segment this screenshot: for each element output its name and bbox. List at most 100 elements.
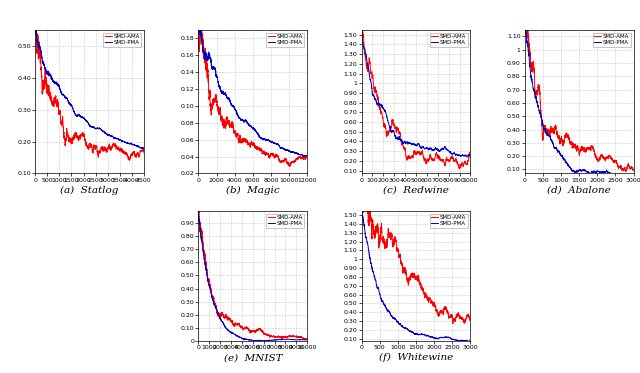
Line: SMD-PMA: SMD-PMA xyxy=(362,35,470,157)
SMD-AMA xyxy=(195,210,203,214)
X-axis label: (b)  Magic: (b) Magic xyxy=(226,185,280,194)
SMD-AMA xyxy=(195,207,202,211)
SMD-AMA xyxy=(303,337,311,341)
SMD-AMA xyxy=(533,92,541,97)
SMD-PMA xyxy=(540,127,548,131)
SMD-AMA xyxy=(622,169,630,173)
Line: SMD-PMA: SMD-PMA xyxy=(362,211,470,342)
Line: SMD-PMA: SMD-PMA xyxy=(198,211,307,341)
SMD-AMA xyxy=(199,241,207,245)
X-axis label: (f)  Whitewine: (f) Whitewine xyxy=(379,353,453,362)
SMD-PMA xyxy=(130,142,138,147)
SMD-PMA xyxy=(443,147,451,151)
SMD-AMA xyxy=(298,335,305,339)
SMD-AMA xyxy=(195,20,202,25)
SMD-PMA xyxy=(195,209,202,213)
SMD-PMA xyxy=(249,338,257,343)
SMD-AMA xyxy=(369,72,377,77)
SMD-AMA xyxy=(465,313,472,317)
Line: SMD-PMA: SMD-PMA xyxy=(198,22,307,156)
SMD-AMA xyxy=(250,142,258,147)
SMD-AMA xyxy=(211,97,218,102)
SMD-AMA xyxy=(370,229,378,233)
SMD-PMA xyxy=(223,93,230,98)
Legend: SMD-AMA, SMD-PMA: SMD-AMA, SMD-PMA xyxy=(103,32,141,47)
SMD-PMA xyxy=(140,146,148,151)
SMD-PMA xyxy=(73,114,81,118)
SMD-PMA xyxy=(250,127,258,131)
SMD-AMA xyxy=(358,26,365,30)
SMD-PMA xyxy=(195,20,203,24)
SMD-PMA xyxy=(628,174,636,179)
Line: SMD-PMA: SMD-PMA xyxy=(35,28,144,148)
SMD-PMA xyxy=(445,148,452,153)
SMD-AMA xyxy=(449,322,457,326)
SMD-PMA xyxy=(252,129,259,133)
SMD-AMA xyxy=(200,51,208,56)
X-axis label: (e)  MNIST: (e) MNIST xyxy=(223,353,282,362)
SMD-AMA xyxy=(467,317,474,321)
Line: SMD-AMA: SMD-AMA xyxy=(362,27,470,169)
SMD-PMA xyxy=(406,141,413,145)
SMD-AMA xyxy=(303,154,311,159)
SMD-AMA xyxy=(130,150,138,154)
Line: SMD-PMA: SMD-PMA xyxy=(525,28,634,177)
SMD-AMA xyxy=(433,153,440,157)
Legend: SMD-AMA, SMD-PMA: SMD-AMA, SMD-PMA xyxy=(266,32,305,47)
SMD-AMA xyxy=(568,141,575,145)
SMD-PMA xyxy=(369,92,376,96)
SMD-AMA xyxy=(521,20,529,25)
SMD-AMA xyxy=(358,25,365,29)
SMD-PMA xyxy=(201,261,209,266)
SMD-AMA xyxy=(223,116,230,121)
SMD-PMA xyxy=(630,174,637,178)
SMD-PMA xyxy=(465,339,472,344)
SMD-PMA xyxy=(452,338,460,342)
Legend: SMD-AMA, SMD-PMA: SMD-AMA, SMD-PMA xyxy=(429,213,468,228)
SMD-PMA xyxy=(433,147,440,152)
SMD-PMA xyxy=(616,174,623,178)
SMD-PMA xyxy=(200,51,208,55)
SMD-AMA xyxy=(540,131,548,135)
SMD-AMA xyxy=(125,158,133,162)
SMD-AMA xyxy=(404,277,412,282)
SMD-AMA xyxy=(134,152,142,156)
SMD-PMA xyxy=(521,28,529,32)
Line: SMD-AMA: SMD-AMA xyxy=(525,22,634,171)
SMD-AMA xyxy=(399,267,407,272)
SMD-PMA xyxy=(134,144,142,148)
Line: SMD-AMA: SMD-AMA xyxy=(35,21,144,160)
SMD-PMA xyxy=(404,328,412,332)
SMD-AMA xyxy=(358,202,365,206)
SMD-PMA xyxy=(465,339,472,344)
SMD-PMA xyxy=(99,129,107,134)
SMD-AMA xyxy=(377,231,385,235)
SMD-PMA xyxy=(521,25,529,30)
SMD-PMA xyxy=(303,338,311,342)
SMD-AMA xyxy=(402,151,410,156)
SMD-AMA xyxy=(630,168,637,173)
SMD-PMA xyxy=(358,209,365,213)
SMD-AMA xyxy=(285,164,293,169)
SMD-PMA xyxy=(298,338,305,342)
SMD-AMA xyxy=(467,151,474,156)
SMD-PMA xyxy=(467,153,474,157)
SMD-AMA xyxy=(195,202,202,206)
SMD-AMA xyxy=(303,337,310,342)
SMD-AMA xyxy=(31,28,39,33)
SMD-AMA xyxy=(130,150,138,154)
SMD-PMA xyxy=(195,29,202,33)
SMD-AMA xyxy=(201,253,209,258)
SMD-PMA xyxy=(44,69,52,73)
SMD-PMA xyxy=(303,153,311,158)
SMD-AMA xyxy=(452,312,460,317)
X-axis label: (a)  Statlog: (a) Statlog xyxy=(60,185,119,194)
SMD-PMA xyxy=(31,28,39,33)
SMD-AMA xyxy=(99,148,107,153)
SMD-AMA xyxy=(628,165,636,169)
SMD-PMA xyxy=(260,137,268,141)
SMD-PMA xyxy=(370,273,378,278)
SMD-AMA xyxy=(616,164,623,169)
Line: SMD-AMA: SMD-AMA xyxy=(198,22,307,166)
Line: SMD-AMA: SMD-AMA xyxy=(362,204,470,324)
